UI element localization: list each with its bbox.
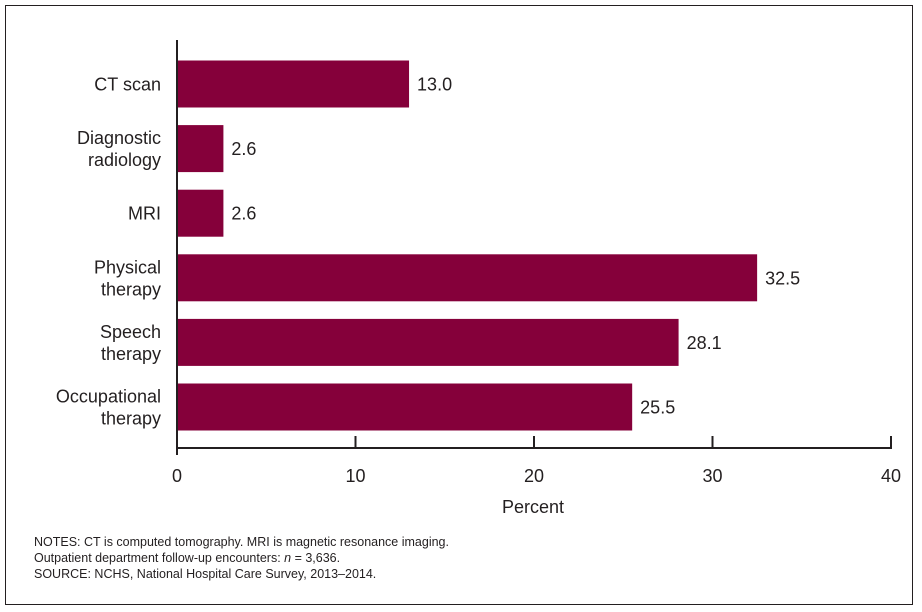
value-label-1: 2.6 <box>231 139 256 159</box>
value-labels: 13.0 2.6 2.6 32.5 28.1 25.5 <box>231 75 800 418</box>
x-tick-label-2: 20 <box>524 466 544 486</box>
x-tick-label-4: 40 <box>881 466 901 486</box>
x-axis-ticks: 0 10 20 30 40 <box>172 436 901 486</box>
x-axis-title: Percent <box>502 497 564 517</box>
bar-4 <box>177 318 679 366</box>
source-line: SOURCE: NCHS, National Hospital Care Sur… <box>34 567 377 581</box>
x-tick-label-0: 0 <box>172 466 182 486</box>
value-label-2: 2.6 <box>231 204 256 224</box>
x-tick-label-1: 10 <box>345 466 365 486</box>
bars-group <box>177 60 758 431</box>
chart-notes: NOTES: CT is computed tomography. MRI is… <box>34 534 894 582</box>
x-tick-label-3: 30 <box>702 466 722 486</box>
category-label-5: Occupational therapy <box>56 387 161 429</box>
bar-5 <box>177 383 633 431</box>
notes-line-prefix: Outpatient department follow-up encounte… <box>34 551 285 565</box>
notes-n-symbol: n <box>284 551 292 565</box>
notes-line-sample: Outpatient department follow-up encounte… <box>34 550 894 566</box>
bar-3 <box>177 254 758 302</box>
category-label-4: Speech therapy <box>100 322 161 364</box>
chart-frame <box>5 5 913 605</box>
bar-0 <box>177 60 410 108</box>
category-label-0: CT scan <box>94 75 161 95</box>
value-label-4: 28.1 <box>687 333 722 353</box>
bar-2 <box>177 189 224 237</box>
category-labels: CT scan Diagnostic radiology MRI Physical the… <box>56 75 161 429</box>
notes-line-suffix: = 3,636. <box>291 551 341 565</box>
category-label-3: Physical therapy <box>94 257 161 299</box>
notes-line: NOTES: CT is computed tomography. MRI is… <box>34 535 449 549</box>
category-label-1: Diagnostic radiology <box>77 128 161 170</box>
value-label-0: 13.0 <box>417 75 452 95</box>
value-label-3: 32.5 <box>765 268 800 288</box>
bar-1 <box>177 125 224 173</box>
category-label-2: MRI <box>128 204 161 224</box>
value-label-5: 25.5 <box>640 398 675 418</box>
